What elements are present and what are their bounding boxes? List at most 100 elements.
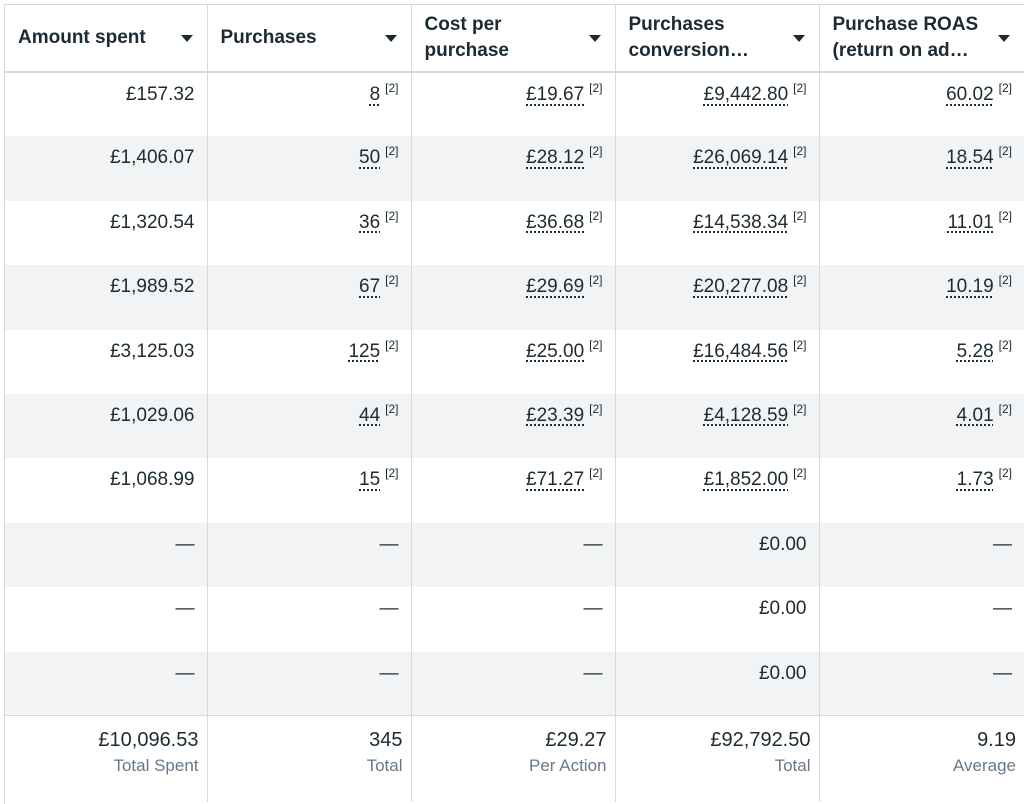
metric-value-link[interactable]: 11.01 bbox=[947, 211, 994, 233]
footnote-marker[interactable]: [2] bbox=[998, 208, 1012, 223]
table-row: £1,406.07 50 [2] £28.12 [2] £26,069.14 [2] 18.5… bbox=[5, 136, 1024, 201]
column-header-purchase-roas[interactable]: Purchase ROAS (return on ad… bbox=[819, 5, 1024, 73]
table-row: £1,320.54 36 [2] £36.68 [2] £14,538.34 [2] 11.0… bbox=[5, 200, 1024, 266]
footnote-marker[interactable]: [2] bbox=[385, 401, 399, 416]
metric-value-link[interactable]: 50 bbox=[359, 147, 381, 169]
metric-value-link[interactable]: £26,069.14 bbox=[693, 147, 789, 169]
footnote-marker[interactable]: [2] bbox=[589, 337, 603, 352]
cell-cost-per-purchase: £29.69 [2] bbox=[411, 265, 616, 330]
cell-cost-per-purchase: £19.67 [2] bbox=[411, 72, 616, 137]
footnote-marker[interactable]: [2] bbox=[589, 144, 603, 159]
footnote-marker[interactable]: [2] bbox=[793, 81, 807, 95]
metric-value-link[interactable]: 8 bbox=[369, 84, 381, 105]
footnote-marker[interactable]: [2] bbox=[998, 81, 1012, 95]
cell-purchases-conversion-value: £14,538.34 [2] bbox=[615, 200, 820, 266]
metric-value-link[interactable]: 67 bbox=[359, 276, 381, 298]
metric-value-link[interactable]: 10.19 bbox=[946, 276, 994, 298]
footnote-marker[interactable]: [2] bbox=[385, 144, 399, 159]
cell-amount-spent: — bbox=[5, 587, 208, 652]
metric-value: £0.00 bbox=[758, 662, 807, 684]
footnote-marker[interactable]: [2] bbox=[793, 401, 807, 416]
cell-amount-spent: £3,125.03 bbox=[5, 329, 208, 394]
metric-value: — bbox=[175, 533, 195, 555]
cell-cost-per-purchase: £23.39 [2] bbox=[411, 393, 616, 459]
footnote-marker[interactable]: [2] bbox=[385, 81, 399, 95]
footnote-marker[interactable]: [2] bbox=[793, 466, 807, 481]
cell-purchases: — bbox=[207, 651, 412, 716]
metric-value: — bbox=[993, 533, 1012, 555]
column-header-cost-per-purchase[interactable]: Cost per purchase bbox=[411, 5, 616, 73]
metric-value-link[interactable]: £9,442.80 bbox=[703, 84, 789, 105]
total-cell-cost-per-purchase: £29.27 Per Action bbox=[411, 715, 616, 802]
footnote-marker[interactable]: [2] bbox=[793, 144, 807, 159]
footnote-marker[interactable]: [2] bbox=[385, 273, 399, 288]
footnote-marker[interactable]: [2] bbox=[998, 273, 1012, 288]
metric-value: — bbox=[583, 598, 603, 620]
column-header-purchases[interactable]: Purchases bbox=[207, 5, 412, 73]
table-totals-row: £10,096.53 Total Spent 345 Total £29.27 Per A… bbox=[5, 715, 1024, 802]
metric-value-link[interactable]: £20,277.08 bbox=[693, 276, 789, 298]
metric-value: £0.00 bbox=[758, 533, 807, 555]
footnote-marker[interactable]: [2] bbox=[385, 208, 399, 223]
footnote-marker[interactable]: [2] bbox=[589, 81, 603, 95]
cell-purchases: 15 [2] bbox=[207, 458, 412, 523]
cell-cost-per-purchase: — bbox=[411, 522, 616, 588]
footnote-marker[interactable]: [2] bbox=[589, 401, 603, 416]
total-label: Per Action bbox=[529, 756, 607, 776]
column-header-amount-spent[interactable]: Amount spent bbox=[5, 5, 208, 73]
metric-value: — bbox=[379, 662, 399, 684]
footnote-marker[interactable]: [2] bbox=[793, 208, 807, 223]
total-label: Total bbox=[366, 756, 403, 776]
metric-value-link[interactable]: 36 bbox=[359, 211, 381, 233]
metric-value-link[interactable]: £4,128.59 bbox=[703, 404, 789, 426]
metric-value-link[interactable]: £1,852.00 bbox=[703, 469, 789, 491]
footnote-marker[interactable]: [2] bbox=[793, 273, 807, 288]
caret-down-icon[interactable] bbox=[180, 35, 193, 42]
footnote-marker[interactable]: [2] bbox=[998, 144, 1012, 159]
metric-value: — bbox=[379, 533, 399, 555]
metric-value-link[interactable]: £19.67 bbox=[526, 84, 585, 105]
total-value: £29.27 bbox=[545, 729, 607, 752]
caret-down-icon[interactable] bbox=[588, 35, 601, 42]
total-cell-purchases: 345 Total bbox=[207, 715, 412, 802]
table-row: — — — £0.00 — bbox=[5, 651, 1024, 716]
table-body: £157.32 8 [2] £19.67 [2] £9,442.80 [2] 60.02 [2]… bbox=[5, 72, 1024, 716]
metric-value-link[interactable]: 5.28 bbox=[956, 340, 994, 362]
footnote-marker[interactable]: [2] bbox=[589, 208, 603, 223]
caret-down-icon[interactable] bbox=[792, 35, 805, 42]
footnote-marker[interactable]: [2] bbox=[589, 466, 603, 481]
metric-value-link[interactable]: £71.27 bbox=[526, 469, 585, 491]
column-header-label: Amount spent bbox=[18, 27, 146, 48]
metric-value-link[interactable]: £25.00 bbox=[526, 340, 585, 362]
table-header-row: Amount spent Purchases Cost per purchase Pu… bbox=[5, 5, 1024, 73]
metric-value-link[interactable]: £29.69 bbox=[526, 276, 585, 298]
footnote-marker[interactable]: [2] bbox=[998, 466, 1012, 481]
metric-value: — bbox=[583, 533, 603, 555]
footnote-marker[interactable]: [2] bbox=[385, 337, 399, 352]
cell-purchase-roas: 60.02 [2] bbox=[819, 72, 1024, 136]
footnote-marker[interactable]: [2] bbox=[793, 337, 807, 352]
metric-value-link[interactable]: 4.01 bbox=[956, 404, 994, 426]
column-header-purchases-conversion-value[interactable]: Purchases conversion… bbox=[615, 5, 820, 73]
caret-down-icon[interactable] bbox=[384, 35, 397, 42]
footnote-marker[interactable]: [2] bbox=[385, 466, 399, 481]
metric-value-link[interactable]: 60.02 bbox=[946, 84, 994, 105]
metric-value-link[interactable]: £14,538.34 bbox=[693, 211, 789, 233]
metric-value-link[interactable]: 1.73 bbox=[956, 469, 994, 491]
cell-purchase-roas: 4.01 [2] bbox=[819, 393, 1024, 459]
metric-value-link[interactable]: 15 bbox=[359, 469, 381, 491]
footnote-marker[interactable]: [2] bbox=[998, 401, 1012, 416]
footnote-marker[interactable]: [2] bbox=[998, 337, 1012, 352]
cell-purchase-roas: 5.28 [2] bbox=[819, 330, 1024, 394]
metric-value-link[interactable]: £23.39 bbox=[526, 404, 585, 426]
metric-value-link[interactable]: 125 bbox=[348, 340, 381, 362]
footnote-marker[interactable]: [2] bbox=[589, 273, 603, 288]
metric-value-link[interactable]: 44 bbox=[359, 404, 381, 426]
metric-value-link[interactable]: £16,484.56 bbox=[693, 340, 789, 362]
caret-down-icon[interactable] bbox=[998, 35, 1010, 42]
table-row: £1,989.52 67 [2] £29.69 [2] £20,277.08 [2] 10.1… bbox=[5, 265, 1024, 330]
metric-value-link[interactable]: £28.12 bbox=[526, 147, 585, 169]
metric-value-link[interactable]: 18.54 bbox=[946, 147, 994, 169]
metric-value-link[interactable]: £36.68 bbox=[526, 211, 585, 233]
cell-amount-spent: — bbox=[5, 522, 208, 588]
